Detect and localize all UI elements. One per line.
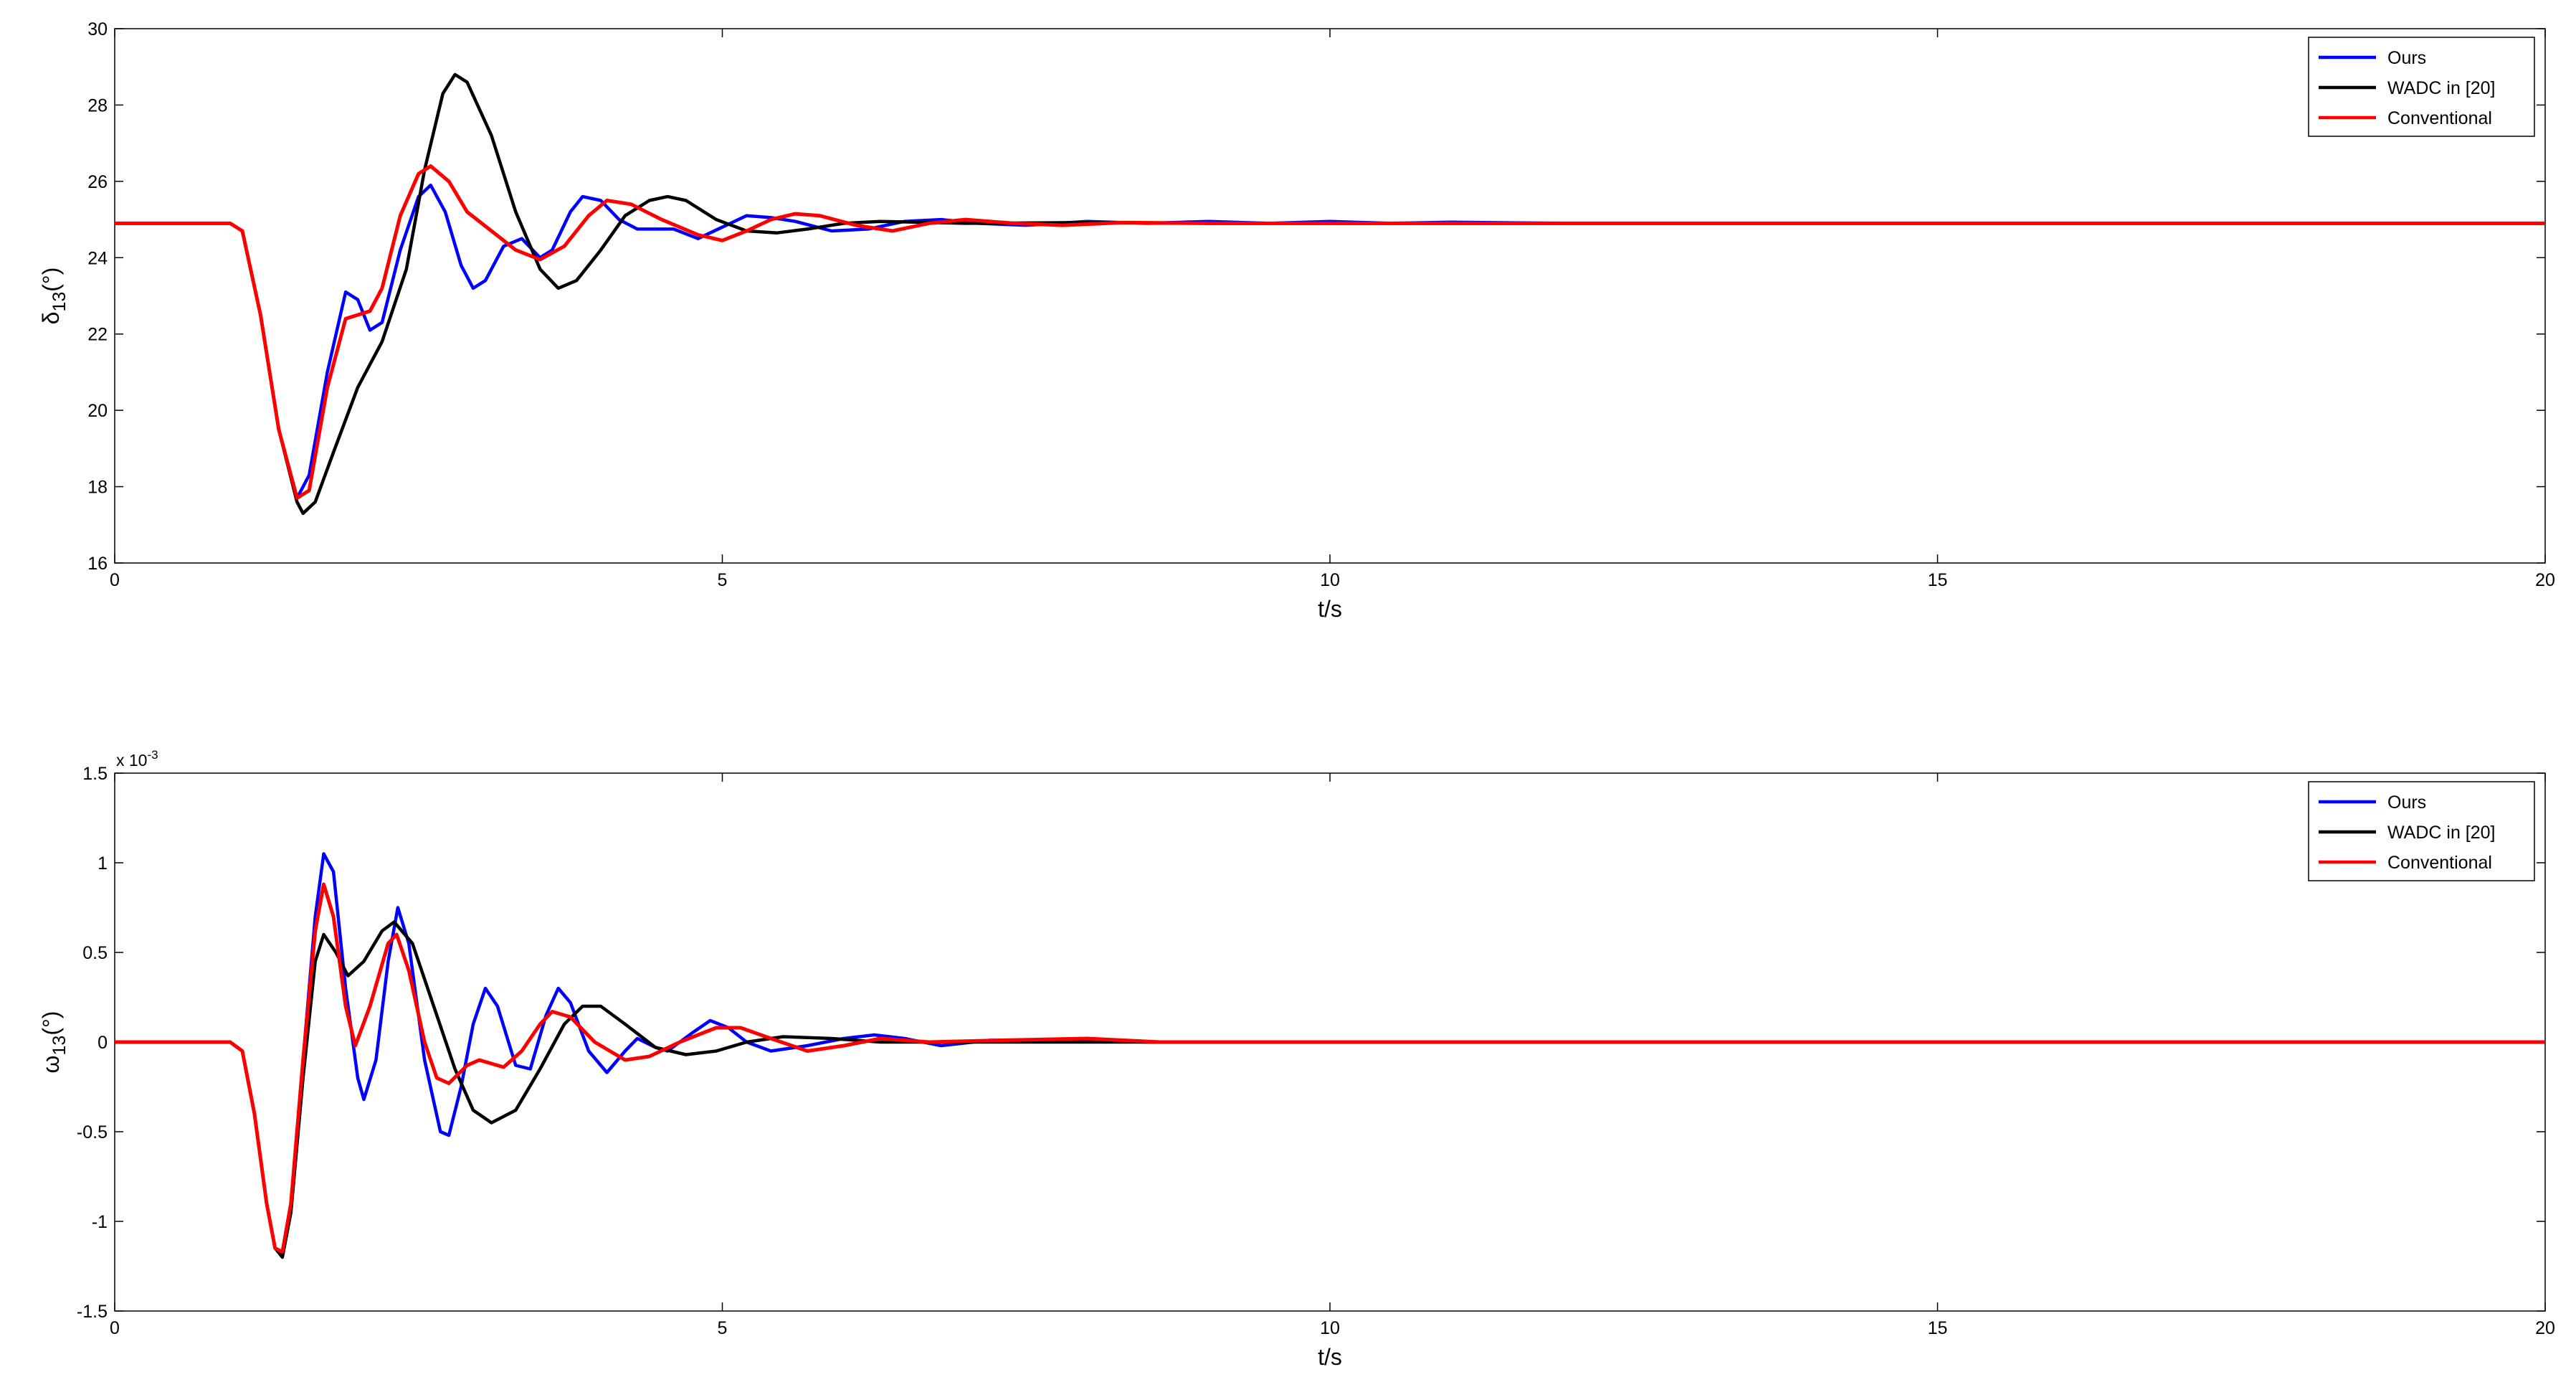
- chart-2-x-tick-label: 10: [1320, 1318, 1340, 1338]
- chart-1-y-tick-label: 24: [87, 248, 108, 268]
- chart-2-x-tick-label: 15: [1928, 1318, 1948, 1338]
- chart-2-y-tick-label: 1.5: [82, 764, 108, 784]
- delta-13-chart: 0 5 10 15 20 16 18 20 22 24 26 28 30 t/s δ13(°) Ours WAD…: [38, 19, 2555, 622]
- chart-1-y-tick-label: 22: [87, 325, 108, 345]
- chart-1-y-tick-label: 16: [87, 554, 108, 574]
- chart-2-y-tick-label: -1: [92, 1212, 108, 1232]
- chart-2-y-tick-label: 0: [98, 1033, 108, 1053]
- chart-2-legend-label: Conventional: [2387, 853, 2492, 873]
- chart-1-x-axis-label: t/s: [1318, 596, 1342, 622]
- chart-1-x-tick-label: 20: [2535, 570, 2555, 590]
- chart-1-y-axis-label: δ13(°): [38, 268, 70, 325]
- chart-1-legend-label: Conventional: [2387, 108, 2492, 128]
- chart-2-y-tick-label: 1: [98, 853, 108, 874]
- chart-1-y-tick-label: 26: [87, 172, 108, 192]
- chart-2-x-tick-label: 0: [110, 1318, 120, 1338]
- chart-1-x-tick-label: 5: [718, 570, 728, 590]
- chart-2-legend-label: WADC in [20]: [2387, 823, 2496, 843]
- chart-1-y-tick-label: 20: [87, 401, 108, 421]
- chart-1-series-conventional-line: [115, 164, 2545, 500]
- chart-1-legend: Ours WADC in [20] Conventional: [2308, 37, 2535, 137]
- chart-1-plot-area: [114, 28, 2546, 564]
- chart-2-legend: Ours WADC in [20] Conventional: [2308, 781, 2535, 881]
- chart-2-series-conventional-line: [115, 882, 2545, 1254]
- chart-1-x-tick-label: 15: [1928, 570, 1948, 590]
- chart-2-y-tick-label: -0.5: [77, 1122, 108, 1142]
- chart-2-y-multiplier: x 10-3: [116, 748, 158, 770]
- chart-2-x-tick-label: 5: [718, 1318, 728, 1338]
- chart-2-x-tick-label: 20: [2535, 1318, 2555, 1338]
- chart-1-legend-label: WADC in [20]: [2387, 78, 2496, 98]
- chart-1-legend-label: Ours: [2387, 48, 2426, 68]
- chart-1-y-tick-label: 28: [87, 95, 108, 115]
- omega-13-chart: 0 5 10 15 20 -1.5 -1 -0.5 0 0.5 1 1.5 t/s ω13(°) x 10-…: [38, 748, 2555, 1370]
- chart-1-x-tick-label: 0: [110, 570, 120, 590]
- chart-2-y-axis-label: ω13(°): [38, 1011, 70, 1074]
- chart-2-series-wadc-in-20-line: [115, 920, 2545, 1259]
- chart-1-x-tick-label: 10: [1320, 570, 1340, 590]
- chart-2-legend-label: Ours: [2387, 792, 2426, 813]
- chart-1-y-tick-label: 30: [87, 19, 108, 39]
- chart-1-series-wadc-in-20-line: [115, 72, 2545, 516]
- chart-2-y-tick-label: 0.5: [82, 943, 108, 963]
- chart-2-x-axis-label: t/s: [1318, 1344, 1342, 1370]
- chart-1-y-tick-label: 18: [87, 478, 108, 498]
- chart-2-y-tick-label: -1.5: [77, 1302, 108, 1322]
